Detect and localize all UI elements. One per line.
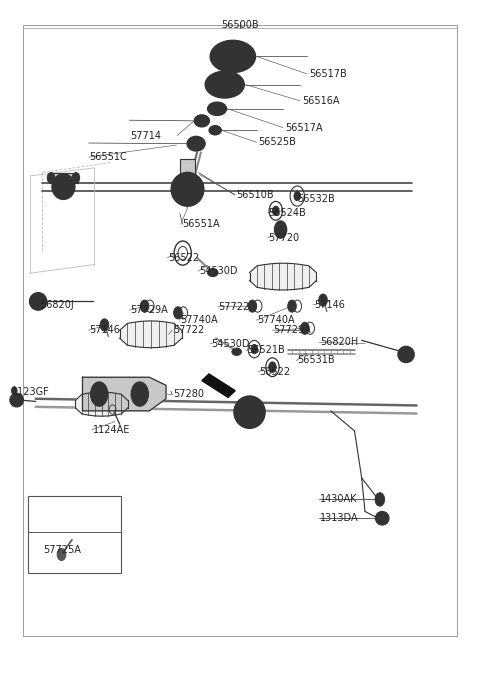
Bar bbox=[28, 496, 120, 574]
Circle shape bbox=[401, 348, 411, 361]
Text: 56551C: 56551C bbox=[90, 152, 127, 162]
Text: 1124AE: 1124AE bbox=[93, 425, 131, 435]
Ellipse shape bbox=[183, 185, 192, 194]
Ellipse shape bbox=[375, 512, 389, 525]
Ellipse shape bbox=[219, 81, 230, 89]
Text: 54530D: 54530D bbox=[211, 339, 250, 348]
Ellipse shape bbox=[198, 118, 205, 124]
Ellipse shape bbox=[212, 105, 222, 112]
Circle shape bbox=[251, 344, 258, 354]
Text: 56820J: 56820J bbox=[40, 300, 74, 310]
Ellipse shape bbox=[52, 174, 75, 200]
Ellipse shape bbox=[398, 346, 414, 363]
Text: 57146: 57146 bbox=[314, 300, 345, 310]
Polygon shape bbox=[250, 264, 316, 290]
Circle shape bbox=[12, 387, 17, 395]
Text: 56522: 56522 bbox=[259, 367, 290, 377]
Text: 56516A: 56516A bbox=[302, 96, 339, 106]
Circle shape bbox=[269, 362, 276, 373]
Text: 56522: 56522 bbox=[168, 253, 200, 263]
Circle shape bbox=[275, 221, 287, 239]
Circle shape bbox=[47, 173, 55, 183]
Text: 56531B: 56531B bbox=[297, 355, 335, 365]
Circle shape bbox=[375, 493, 384, 506]
Ellipse shape bbox=[205, 71, 244, 98]
Circle shape bbox=[140, 300, 149, 312]
Ellipse shape bbox=[213, 77, 236, 93]
Text: 56820H: 56820H bbox=[320, 338, 359, 347]
Ellipse shape bbox=[187, 136, 205, 151]
Circle shape bbox=[95, 388, 104, 401]
Ellipse shape bbox=[178, 179, 198, 200]
Ellipse shape bbox=[207, 102, 227, 115]
Circle shape bbox=[135, 388, 144, 401]
Text: 57740A: 57740A bbox=[180, 315, 218, 326]
Ellipse shape bbox=[209, 125, 221, 135]
Text: 56532B: 56532B bbox=[297, 194, 335, 204]
Ellipse shape bbox=[232, 348, 241, 355]
Ellipse shape bbox=[56, 179, 71, 195]
Circle shape bbox=[273, 206, 279, 216]
Polygon shape bbox=[120, 321, 182, 348]
Bar bbox=[180, 159, 195, 183]
Circle shape bbox=[91, 382, 108, 406]
Bar bbox=[49, 173, 78, 183]
Circle shape bbox=[174, 307, 182, 319]
Text: 56551A: 56551A bbox=[182, 219, 219, 229]
Text: 56517B: 56517B bbox=[309, 69, 347, 79]
Text: 1313DA: 1313DA bbox=[320, 513, 359, 523]
Text: 56517A: 56517A bbox=[285, 123, 323, 133]
Polygon shape bbox=[75, 392, 128, 417]
Ellipse shape bbox=[226, 52, 240, 61]
Circle shape bbox=[300, 322, 309, 334]
Ellipse shape bbox=[171, 173, 204, 206]
Ellipse shape bbox=[245, 408, 254, 417]
Text: 56524B: 56524B bbox=[269, 208, 306, 218]
Text: 57146: 57146 bbox=[90, 326, 120, 335]
Ellipse shape bbox=[234, 396, 265, 428]
Text: 57722: 57722 bbox=[218, 302, 250, 312]
Text: 57729A: 57729A bbox=[130, 305, 168, 315]
Polygon shape bbox=[83, 377, 166, 411]
Circle shape bbox=[34, 295, 43, 308]
Text: 57722: 57722 bbox=[173, 326, 204, 335]
Ellipse shape bbox=[240, 402, 259, 422]
Ellipse shape bbox=[10, 394, 24, 407]
Circle shape bbox=[248, 300, 257, 312]
Text: 1430AK: 1430AK bbox=[320, 495, 358, 504]
Text: 57740A: 57740A bbox=[257, 315, 295, 326]
Polygon shape bbox=[202, 374, 235, 398]
Circle shape bbox=[100, 319, 109, 331]
Circle shape bbox=[319, 294, 327, 306]
Circle shape bbox=[182, 183, 193, 200]
Circle shape bbox=[57, 549, 66, 561]
Ellipse shape bbox=[218, 47, 247, 66]
Text: 56500B: 56500B bbox=[221, 20, 259, 30]
Text: 56521B: 56521B bbox=[247, 345, 285, 355]
Ellipse shape bbox=[30, 293, 47, 310]
Ellipse shape bbox=[207, 268, 218, 276]
Circle shape bbox=[13, 395, 21, 406]
Ellipse shape bbox=[210, 40, 255, 73]
Text: 56510B: 56510B bbox=[236, 189, 274, 200]
Ellipse shape bbox=[212, 128, 218, 133]
Text: 1123GF: 1123GF bbox=[12, 387, 49, 397]
Text: 56525B: 56525B bbox=[258, 137, 296, 148]
Text: 57714: 57714 bbox=[130, 131, 161, 141]
Text: 57280: 57280 bbox=[173, 389, 204, 399]
Text: 57729A: 57729A bbox=[274, 326, 311, 335]
Text: 57725A: 57725A bbox=[43, 545, 81, 555]
Circle shape bbox=[72, 173, 80, 183]
Ellipse shape bbox=[194, 115, 209, 127]
Text: 54530D: 54530D bbox=[199, 266, 238, 276]
Circle shape bbox=[195, 186, 201, 195]
Ellipse shape bbox=[193, 142, 199, 146]
Text: 57720: 57720 bbox=[269, 233, 300, 243]
Circle shape bbox=[288, 300, 296, 312]
Circle shape bbox=[378, 513, 386, 524]
Circle shape bbox=[294, 191, 300, 201]
Circle shape bbox=[131, 382, 148, 406]
